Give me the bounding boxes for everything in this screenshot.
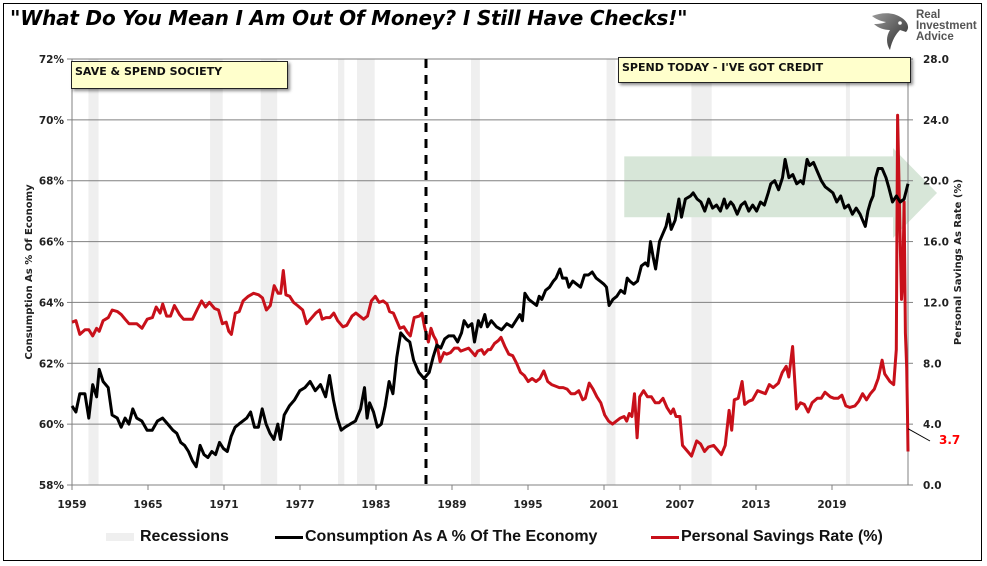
legend-swatch-consumption [275, 535, 303, 539]
legend-label-savings: Personal Savings Rate (%) [681, 528, 883, 545]
right-tick-label: 12.0 [923, 297, 949, 309]
recession-band [357, 59, 375, 485]
x-tick-label: 1977 [285, 499, 314, 511]
recession-band [845, 59, 850, 485]
logo-text: Real Investment Advice [916, 9, 977, 43]
right-tick-label: 8.0 [923, 358, 942, 370]
callout-save-spend: SAVE & SPEND SOCIETY [71, 61, 288, 89]
callout-spend-today-text: SPEND TODAY - I'VE GOT CREDIT [622, 61, 824, 74]
legend-swatch-savings [651, 535, 679, 539]
legend-item-consumption: Consumption As A % Of The Economy [275, 528, 597, 546]
recession-band [210, 59, 223, 485]
x-tick-label: 1971 [209, 499, 238, 511]
right-tick-label: 24.0 [923, 115, 949, 127]
left-tick-label: 62% [39, 358, 65, 370]
logo-line2: Investment [916, 20, 977, 32]
savings-line [71, 113, 910, 458]
axis-labels: Consumption As % Of Economy Personal Savi… [24, 179, 964, 360]
x-tick-label: 2001 [589, 499, 618, 511]
series-lines [70, 113, 931, 469]
x-tick-label: 2019 [817, 499, 846, 511]
x-tick-label: 1989 [437, 499, 466, 511]
axes: 72% 70% 68% 66% 64% 62% 60% 58% 28.0 24.0 20.0 16.0… [39, 54, 949, 511]
chart-frame [3, 3, 982, 561]
callout-spend-today: SPEND TODAY - I'VE GOT CREDIT [618, 57, 911, 83]
trend-arrow [624, 148, 937, 238]
recession-band [260, 59, 278, 485]
legend-item-recessions: Recessions [106, 528, 229, 546]
legend-label-recessions: Recessions [140, 528, 229, 545]
consumption-line [70, 157, 910, 469]
recession-bands [88, 59, 850, 485]
recession-band [691, 59, 712, 485]
x-tick-label: 1995 [513, 499, 542, 511]
right-tick-label: 0.0 [923, 480, 942, 492]
left-axis-title: Consumption As % Of Economy [24, 184, 35, 360]
logo: Real Investment Advice [868, 9, 983, 54]
legend-item-savings: Personal Savings Rate (%) [651, 528, 883, 546]
chart-title: "What Do You Mean I Am Out Of Money? I S… [10, 6, 688, 30]
left-tick-label: 70% [39, 115, 65, 127]
end-value-label: 3.7 [939, 433, 961, 447]
left-tick-label: 64% [39, 297, 65, 309]
right-tick-label: 4.0 [923, 419, 942, 431]
x-tick-label: 2013 [741, 499, 770, 511]
recession-band [471, 59, 480, 485]
legend-swatch-recessions [106, 533, 134, 541]
trend-arrow-shape [624, 148, 937, 238]
right-tick-label: 28.0 [923, 54, 949, 66]
callout-save-spend-text: SAVE & SPEND SOCIETY [75, 65, 223, 78]
x-tick-label: 1959 [57, 499, 86, 511]
logo-line1: Real [916, 9, 941, 21]
x-tick-label: 1983 [361, 499, 390, 511]
gridlines [72, 58, 908, 486]
right-axis-title: Personal Savings As Rate (%) [953, 179, 964, 345]
recession-band [606, 59, 616, 485]
right-tick-label: 20.0 [923, 176, 949, 188]
legend: Recessions Consumption As A % Of The Eco… [0, 528, 987, 548]
left-tick-label: 60% [39, 419, 65, 431]
x-tick-label: 2007 [665, 499, 694, 511]
logo-line3: Advice [916, 31, 954, 43]
left-tick-label: 66% [39, 237, 65, 249]
eagle-head-icon [872, 13, 909, 50]
left-tick-label: 68% [39, 176, 65, 188]
left-tick-label: 58% [39, 480, 65, 492]
recession-band [338, 59, 345, 485]
left-tick-label: 72% [39, 54, 65, 66]
end-label-leader [907, 428, 931, 442]
legend-label-consumption: Consumption As A % Of The Economy [305, 528, 598, 545]
x-tick-label: 1965 [133, 499, 162, 511]
right-tick-label: 16.0 [923, 237, 949, 249]
recession-band [88, 59, 99, 485]
